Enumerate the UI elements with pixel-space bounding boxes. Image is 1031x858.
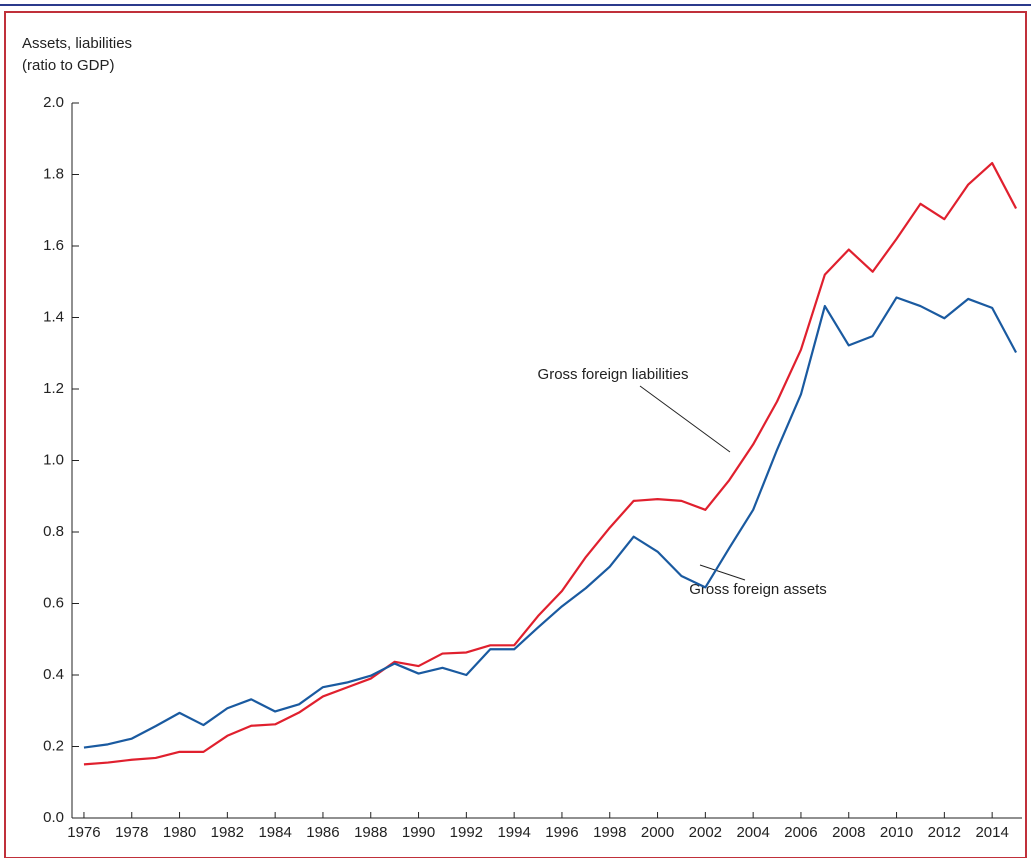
x-tick-label: 2006	[784, 824, 817, 841]
x-tick-label: 1998	[593, 824, 626, 841]
series-label: Gross foreign liabilities	[538, 366, 689, 383]
x-tick-label: 2010	[880, 824, 913, 841]
series-line	[83, 296, 1018, 749]
x-tick-label: 1984	[258, 824, 291, 841]
x-tick-label: 1992	[450, 824, 483, 841]
x-tick-label: 1986	[306, 824, 339, 841]
y-tick-label: 1.0	[43, 451, 64, 468]
y-tick-label: 0.0	[43, 809, 64, 826]
x-tick-label: 2008	[832, 824, 865, 841]
y-axis-label: (ratio to GDP)	[22, 57, 115, 74]
y-tick-label: 2.0	[43, 94, 64, 111]
y-tick-label: 1.4	[43, 308, 64, 325]
x-tick-label: 1978	[115, 824, 148, 841]
x-tick-label: 2014	[975, 824, 1008, 841]
x-tick-label: 1996	[545, 824, 578, 841]
y-tick-label: 0.6	[43, 594, 64, 611]
x-tick-label: 1988	[354, 824, 387, 841]
x-tick-label: 1982	[211, 824, 244, 841]
series-label: Gross foreign assets	[689, 581, 827, 598]
y-tick-label: 0.8	[43, 523, 64, 540]
x-tick-label: 2002	[689, 824, 722, 841]
y-tick-label: 1.2	[43, 380, 64, 397]
x-tick-label: 1990	[402, 824, 435, 841]
leader-line	[639, 385, 731, 453]
x-tick-label: 1980	[163, 824, 196, 841]
y-tick-label: 0.4	[43, 666, 64, 683]
y-tick-label: 1.6	[43, 237, 64, 254]
x-tick-label: 2012	[928, 824, 961, 841]
y-axis-label: Assets, liabilities	[22, 35, 132, 52]
leader-line	[699, 564, 746, 581]
series-line	[83, 161, 1018, 766]
x-tick-label: 2000	[641, 824, 674, 841]
x-tick-label: 2004	[736, 824, 769, 841]
x-tick-label: 1994	[497, 824, 530, 841]
y-tick-label: 1.8	[43, 165, 64, 182]
y-tick-label: 0.2	[43, 737, 64, 754]
x-tick-label: 1976	[67, 824, 100, 841]
frame	[4, 11, 1027, 858]
